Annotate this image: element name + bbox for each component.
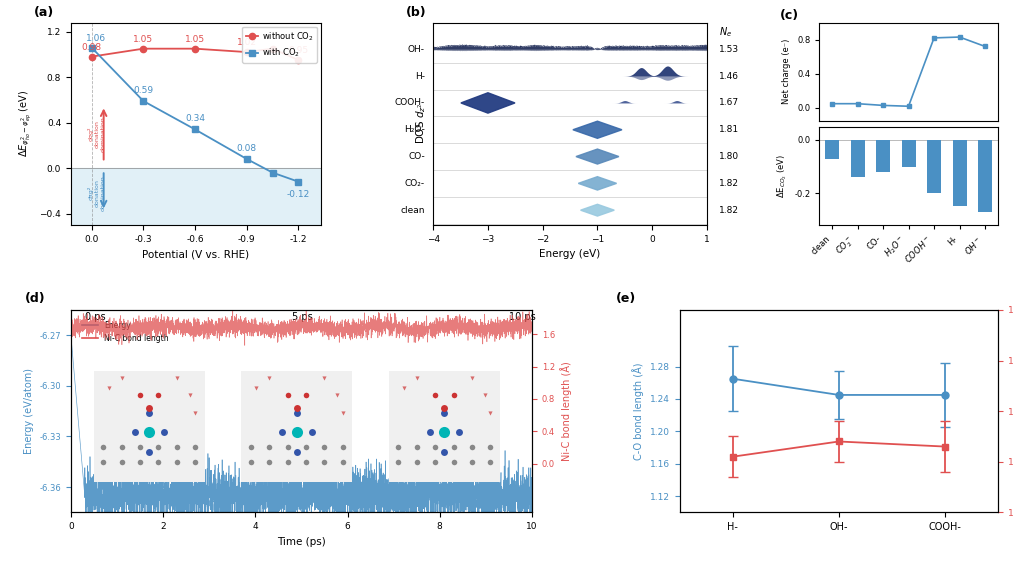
Text: dπg²
donation
domination: dπg² donation domination [88, 175, 105, 211]
without CO$_2$ [137, 45, 149, 52]
Text: 1.82: 1.82 [719, 205, 738, 215]
Text: 1.02: 1.02 [237, 38, 256, 47]
Text: OH-: OH- [408, 45, 425, 54]
Bar [876, 140, 890, 172]
Bar [927, 140, 941, 193]
Legend: Energy, Ni-C bond length: Energy, Ni-C bond length [79, 318, 171, 346]
Text: (e): (e) [616, 292, 636, 305]
without CO$_2$ [241, 49, 253, 56]
Line: with CO$_2$: with CO$_2$ [88, 44, 302, 185]
Text: 0.98: 0.98 [81, 43, 101, 52]
Line: without CO$_2$: without CO$_2$ [88, 46, 302, 63]
Polygon shape [576, 149, 619, 164]
Text: 1.82: 1.82 [719, 179, 738, 188]
Text: $N_e$: $N_e$ [719, 25, 732, 39]
Legend: without CO$_2$, with CO$_2$: without CO$_2$, with CO$_2$ [242, 26, 317, 62]
Text: 0.59: 0.59 [134, 86, 153, 95]
with CO$_2$ [293, 178, 305, 185]
Y-axis label: ΔE$_{CO_2}$ (eV): ΔE$_{CO_2}$ (eV) [775, 154, 788, 198]
with CO$_2$ [85, 44, 97, 51]
Text: H₂O-: H₂O- [404, 125, 425, 134]
Bar [952, 140, 966, 206]
Polygon shape [461, 93, 515, 113]
Text: 10 ps: 10 ps [509, 312, 536, 322]
Text: 1.67: 1.67 [719, 99, 739, 108]
without CO$_2$ [85, 53, 97, 60]
Text: COOH-: COOH- [395, 99, 425, 108]
Text: 0 ps: 0 ps [85, 312, 105, 322]
Text: (a): (a) [33, 6, 54, 20]
Y-axis label: Energy (eV/atom): Energy (eV/atom) [24, 368, 33, 454]
Y-axis label: Net charge (e⁻): Net charge (e⁻) [782, 39, 791, 104]
Text: 0.34: 0.34 [185, 114, 205, 123]
Text: 1.06: 1.06 [86, 34, 105, 43]
without CO$_2$ [189, 45, 202, 52]
Text: CO₂-: CO₂- [405, 179, 425, 188]
Text: clean: clean [400, 205, 425, 215]
Text: 0.08: 0.08 [237, 144, 256, 153]
with CO$_2$ [266, 169, 279, 176]
X-axis label: Time (ps): Time (ps) [277, 537, 326, 547]
Text: dσg²
donation
domination: dσg² donation domination [88, 116, 105, 152]
Y-axis label: C-O bond length (Å): C-O bond length (Å) [632, 363, 644, 460]
Text: 0.95: 0.95 [289, 46, 309, 55]
with CO$_2$ [137, 97, 149, 104]
Polygon shape [580, 204, 614, 216]
Bar [825, 140, 839, 159]
X-axis label: Potential (V vs. RHE): Potential (V vs. RHE) [142, 249, 249, 259]
Text: (b): (b) [406, 6, 426, 20]
Text: 1.81: 1.81 [719, 125, 739, 134]
Text: CO-: CO- [408, 152, 425, 161]
Y-axis label: DOS $d_{z^2}$: DOS $d_{z^2}$ [414, 103, 427, 145]
Bar [851, 140, 864, 177]
without CO$_2$ [293, 57, 305, 64]
Bar [71, 168, 321, 225]
with CO$_2$ [241, 155, 253, 162]
Polygon shape [578, 177, 617, 190]
Text: -0.12: -0.12 [287, 190, 310, 199]
Y-axis label: $\Delta E_{\varphi_{ho}^2-\varphi_{ep}^2}$ (eV): $\Delta E_{\varphi_{ho}^2-\varphi_{ep}^2… [17, 90, 33, 158]
Text: (c): (c) [780, 8, 799, 21]
Text: 1.80: 1.80 [719, 152, 739, 161]
Text: 1.05: 1.05 [185, 35, 205, 44]
Y-axis label: Ni-C bond length (Å): Ni-C bond length (Å) [560, 361, 572, 461]
without CO$_2$ [266, 45, 279, 52]
Text: 5 ps: 5 ps [292, 312, 313, 322]
Text: H-: H- [415, 72, 425, 81]
Polygon shape [573, 121, 622, 138]
X-axis label: Energy (eV): Energy (eV) [540, 249, 601, 259]
Text: 1.05: 1.05 [134, 35, 153, 44]
Text: 1.46: 1.46 [719, 72, 738, 81]
with CO$_2$ [189, 126, 202, 133]
Text: (d): (d) [24, 292, 46, 305]
Bar [978, 140, 992, 212]
Text: 1.53: 1.53 [719, 45, 739, 54]
Bar [902, 140, 916, 167]
